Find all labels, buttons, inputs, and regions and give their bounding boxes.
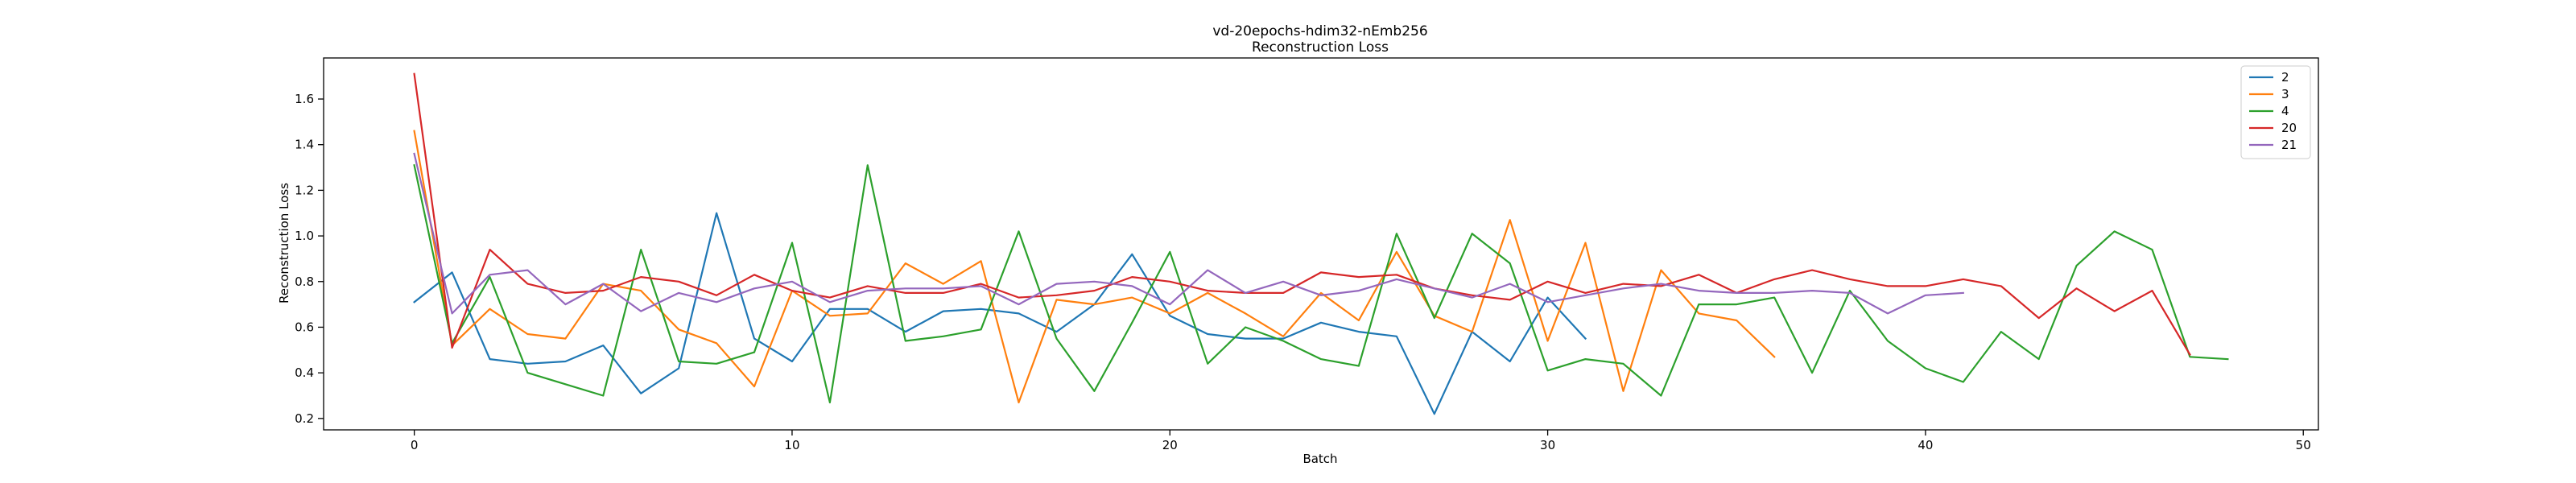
chart-title: vd-20epochs-hdim32-nEmb256 <box>1212 23 1427 39</box>
y-tick-label: 1.4 <box>295 138 314 152</box>
plot-area: 0 10 20 30 40 50 0.2 0.4 0.6 0.8 1.0 1.2 1.4 1.6 <box>295 57 2319 452</box>
y-axis-label: Reconstruction Loss <box>277 183 291 303</box>
y-tick-label: 0.6 <box>295 320 314 334</box>
legend-label-20: 20 <box>2281 121 2297 135</box>
series-line-21 <box>413 152 1964 315</box>
chart-subtitle: Reconstruction Loss <box>1252 39 1389 56</box>
legend: 2 3 4 20 21 <box>2240 65 2311 159</box>
legend-label-4: 4 <box>2281 104 2289 118</box>
y-tick-label: 0.4 <box>295 365 314 380</box>
legend-label-3: 3 <box>2281 87 2289 101</box>
series-line-2 <box>413 212 1587 415</box>
x-tick-label: 30 <box>1540 438 1555 452</box>
series-line-4 <box>413 163 2229 404</box>
legend-label-21: 21 <box>2281 138 2297 152</box>
y-tick-label: 0.2 <box>295 411 314 426</box>
y-tick-label: 0.8 <box>295 275 314 289</box>
x-tick-label: 20 <box>1162 438 1178 452</box>
x-tick-label: 50 <box>2296 438 2311 452</box>
series-line-20 <box>413 72 2191 357</box>
x-axis-label: Batch <box>1302 452 1337 466</box>
legend-box <box>2240 65 2311 159</box>
x-tick-label: 0 <box>411 438 419 452</box>
x-tick-label: 40 <box>1918 438 1933 452</box>
y-tick-label: 1.6 <box>295 92 314 106</box>
series-line-3 <box>413 130 1776 404</box>
y-tick-label: 1.0 <box>295 229 314 243</box>
legend-label-2: 2 <box>2281 70 2289 85</box>
x-tick-label: 10 <box>784 438 799 452</box>
y-tick-label: 1.2 <box>295 183 314 197</box>
plot-frame <box>323 57 2319 431</box>
